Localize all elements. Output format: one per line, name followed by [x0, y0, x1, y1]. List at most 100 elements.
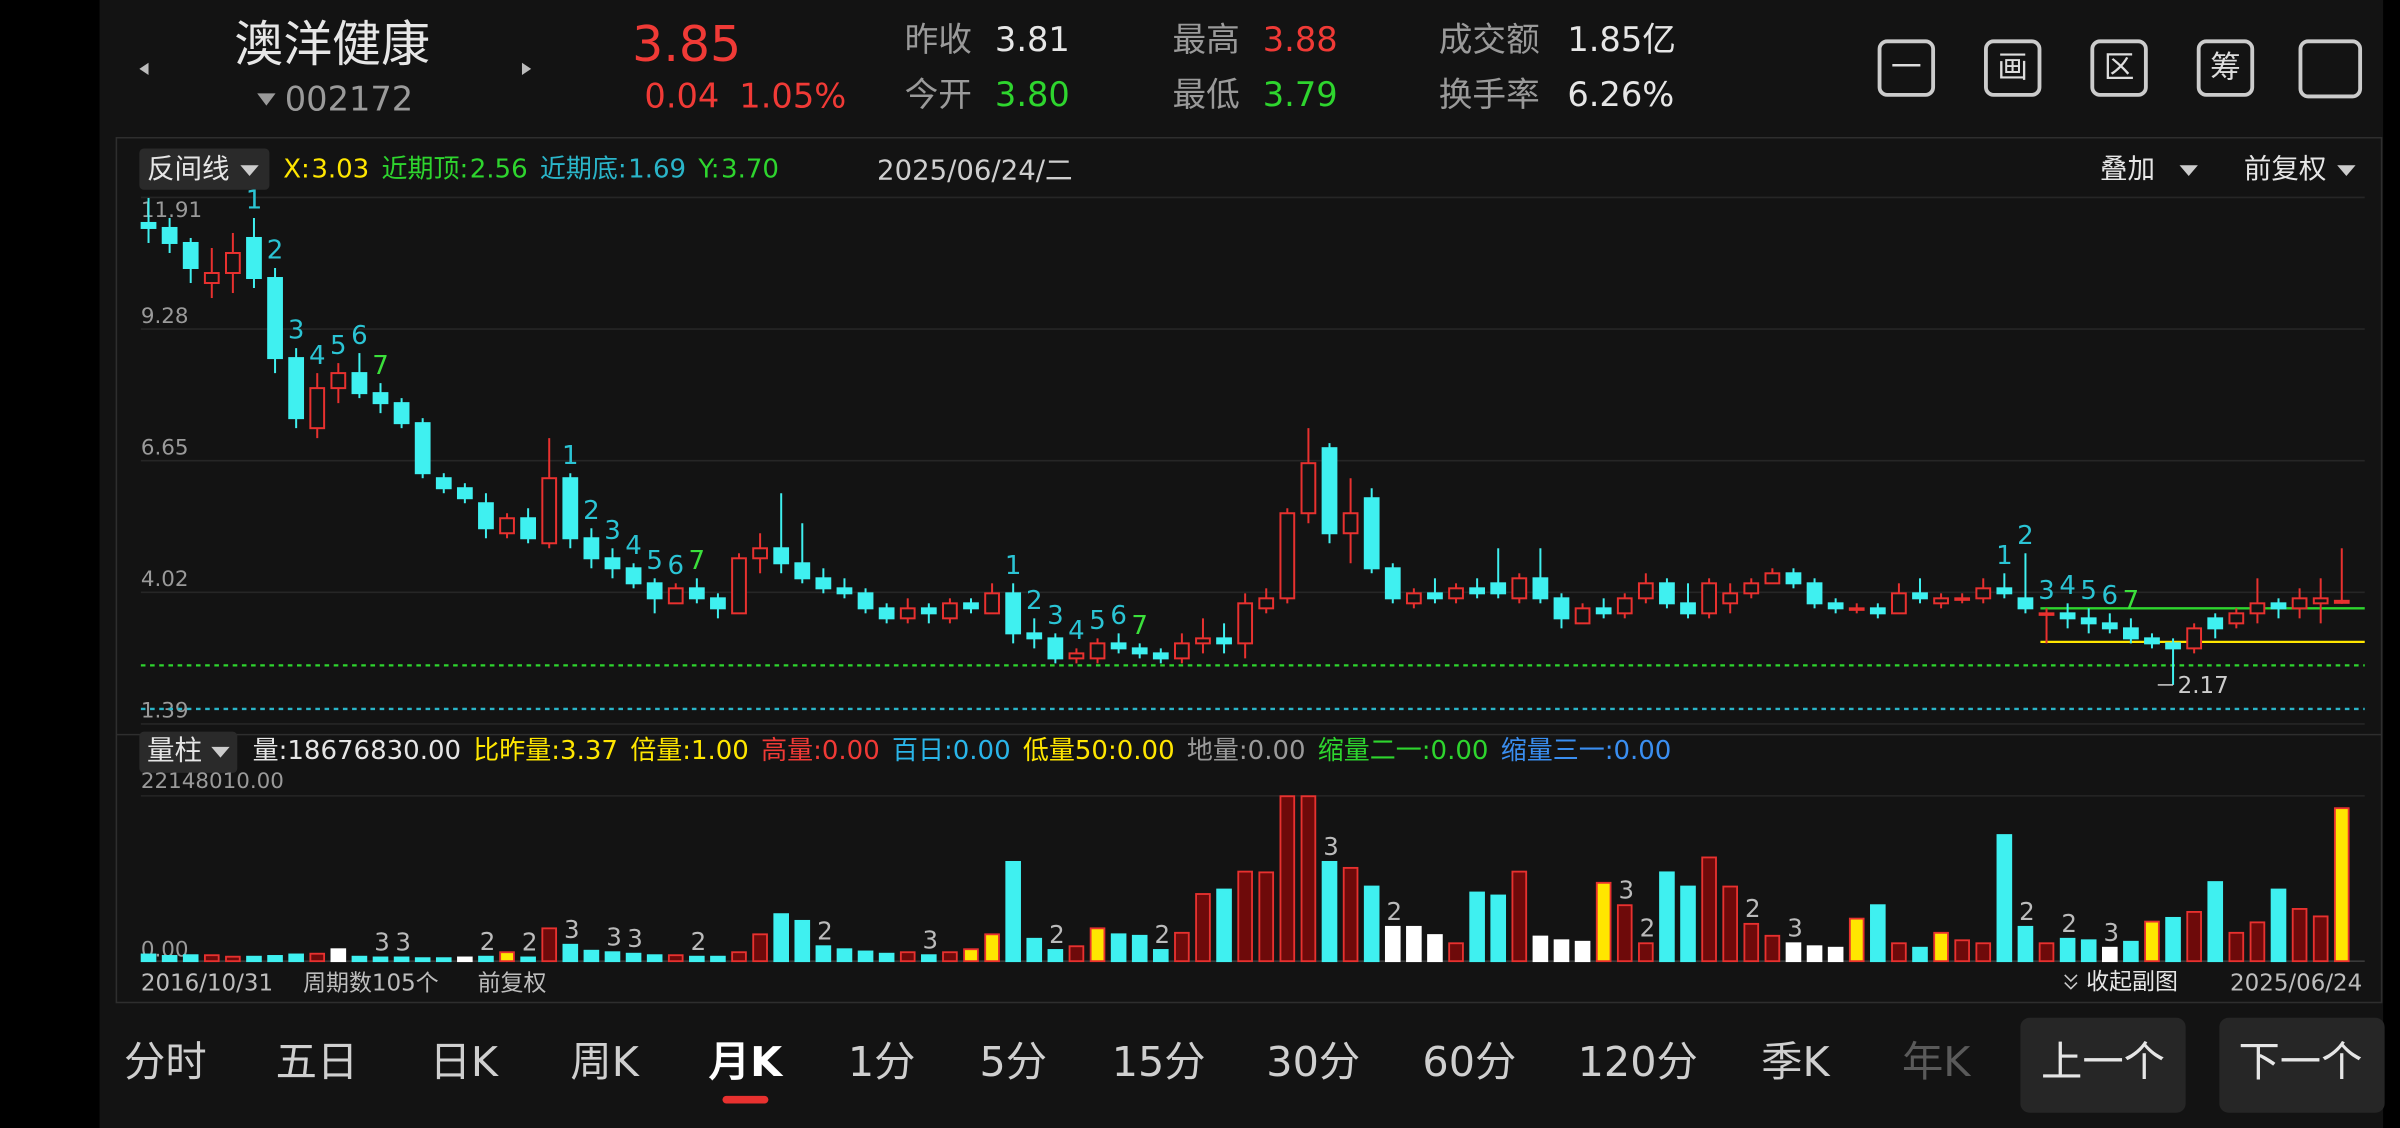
- volume-bar: [1279, 795, 1296, 963]
- level-value: 1.69: [628, 154, 686, 184]
- volume-bar: [1047, 949, 1064, 963]
- volume-bar: [921, 954, 937, 963]
- tab[interactable]: 60分: [1422, 1038, 1516, 1086]
- volume-count: 2: [1049, 920, 1065, 949]
- tab[interactable]: 5分: [979, 1038, 1047, 1086]
- candle-body: [1827, 602, 1844, 610]
- collapse-button[interactable]: 收起副图: [2086, 969, 2178, 995]
- overlay-button[interactable]: 叠加: [2100, 153, 2155, 185]
- candle-count: 6: [1110, 601, 1127, 631]
- volume-bar: [1406, 925, 1422, 963]
- candle-body: [541, 477, 558, 545]
- candle-body: [288, 357, 305, 420]
- prev-button[interactable]: 上一个: [2041, 1038, 2165, 1086]
- volume-count: 2: [691, 927, 707, 956]
- adjust-label: 前复权: [478, 971, 547, 997]
- tab[interactable]: 分时: [124, 1038, 207, 1086]
- volume-bar: [710, 955, 726, 963]
- tab[interactable]: 30分: [1266, 1038, 1360, 1086]
- candle-count: 6: [351, 321, 368, 351]
- tab[interactable]: 15分: [1112, 1038, 1206, 1086]
- candle-body: [1595, 607, 1612, 615]
- tool-icon-label: 画: [1997, 50, 2028, 85]
- tab[interactable]: 日K: [430, 1038, 499, 1086]
- candle-body: [1152, 652, 1169, 660]
- tool-icon[interactable]: [1877, 39, 1936, 97]
- level-label: 近期底:: [540, 154, 627, 184]
- tab[interactable]: 月K: [709, 1038, 784, 1086]
- candle-body: [351, 372, 368, 395]
- volume-bar: [1363, 885, 1380, 963]
- volume-readout: 比昨量:3.37: [473, 736, 618, 766]
- adjust-button[interactable]: 前复权: [2244, 153, 2327, 185]
- volume-bar: [1448, 942, 1464, 963]
- prev-button-bg[interactable]: [2020, 1017, 2186, 1113]
- next-button-bg[interactable]: [2219, 1017, 2385, 1113]
- candle-body: [1701, 582, 1717, 615]
- volume-bar: [1764, 934, 1781, 963]
- tab[interactable]: 周K: [570, 1038, 639, 1086]
- volume-bar: [203, 954, 220, 963]
- candle-body: [267, 277, 283, 360]
- next-button[interactable]: 下一个: [2238, 1038, 2362, 1086]
- candle-body: [1279, 512, 1296, 600]
- volume-count: 3: [627, 924, 643, 953]
- volume-bar: [2165, 916, 2181, 963]
- candle-count: 7: [1131, 611, 1148, 641]
- volume-bar: [246, 955, 262, 963]
- volume-bar: [646, 954, 663, 963]
- volume-bar: [140, 953, 157, 963]
- volume-bar: [1616, 904, 1633, 963]
- volume-readout: 高量:0.00: [761, 736, 880, 766]
- volume-bar: [625, 952, 642, 963]
- volume-count: 3: [564, 915, 580, 944]
- volume-bar: [414, 957, 431, 963]
- volume-bar: [225, 955, 241, 963]
- candle-body: [203, 272, 220, 285]
- tool-icon[interactable]: [1984, 39, 2042, 97]
- candle-body: [414, 422, 431, 475]
- candle-body: [1722, 592, 1739, 605]
- next-stock-arrow[interactable]: [521, 62, 532, 75]
- stat-label: 今开: [905, 75, 972, 114]
- volume-bar: [541, 927, 558, 963]
- prev-stock-arrow[interactable]: [139, 62, 149, 75]
- indicator-select[interactable]: [139, 148, 270, 190]
- stat-label: 昨收: [905, 20, 972, 59]
- volume-bar: [2101, 946, 2118, 963]
- tab[interactable]: 五日: [276, 1038, 359, 1086]
- volume-indicator-select[interactable]: [139, 731, 238, 773]
- candle-body: [731, 557, 747, 615]
- volume-bar: [1891, 942, 1907, 963]
- volume-bar: [1954, 939, 1970, 963]
- level-value: 2.56: [470, 154, 528, 184]
- candle-body: [1996, 587, 2013, 595]
- volume-bar: [2270, 888, 2287, 963]
- code-dropdown[interactable]: [257, 93, 276, 106]
- level-value: 3.03: [311, 154, 369, 184]
- volume-bar: [393, 956, 410, 963]
- candle-body: [2144, 637, 2160, 645]
- volume-bar: [1152, 949, 1169, 963]
- volume-count: 3: [374, 928, 390, 957]
- end-date: 2025/06/24: [2230, 971, 2362, 997]
- period-count: 周期数105个: [303, 971, 439, 997]
- tab[interactable]: 季K: [1761, 1038, 1830, 1086]
- volume-indicator-name: 量柱: [147, 734, 202, 766]
- volume-bar: [1870, 904, 1886, 963]
- tab[interactable]: 1分: [848, 1038, 916, 1086]
- volume-bar: [182, 954, 199, 963]
- volume-bar: [1827, 946, 1844, 963]
- candle-body: [372, 392, 389, 405]
- volume-bar: [836, 948, 853, 963]
- phone-icon[interactable]: [2298, 39, 2363, 99]
- tool-icon[interactable]: [2196, 39, 2255, 97]
- tab[interactable]: 年K: [1902, 1038, 1971, 1086]
- tab[interactable]: 120分: [1578, 1038, 1698, 1086]
- volume-bar: [942, 951, 958, 963]
- volume-bar: [1026, 937, 1043, 963]
- candle-body: [625, 567, 642, 585]
- tool-icon[interactable]: [2090, 39, 2148, 97]
- volume-bar: [1848, 917, 1865, 963]
